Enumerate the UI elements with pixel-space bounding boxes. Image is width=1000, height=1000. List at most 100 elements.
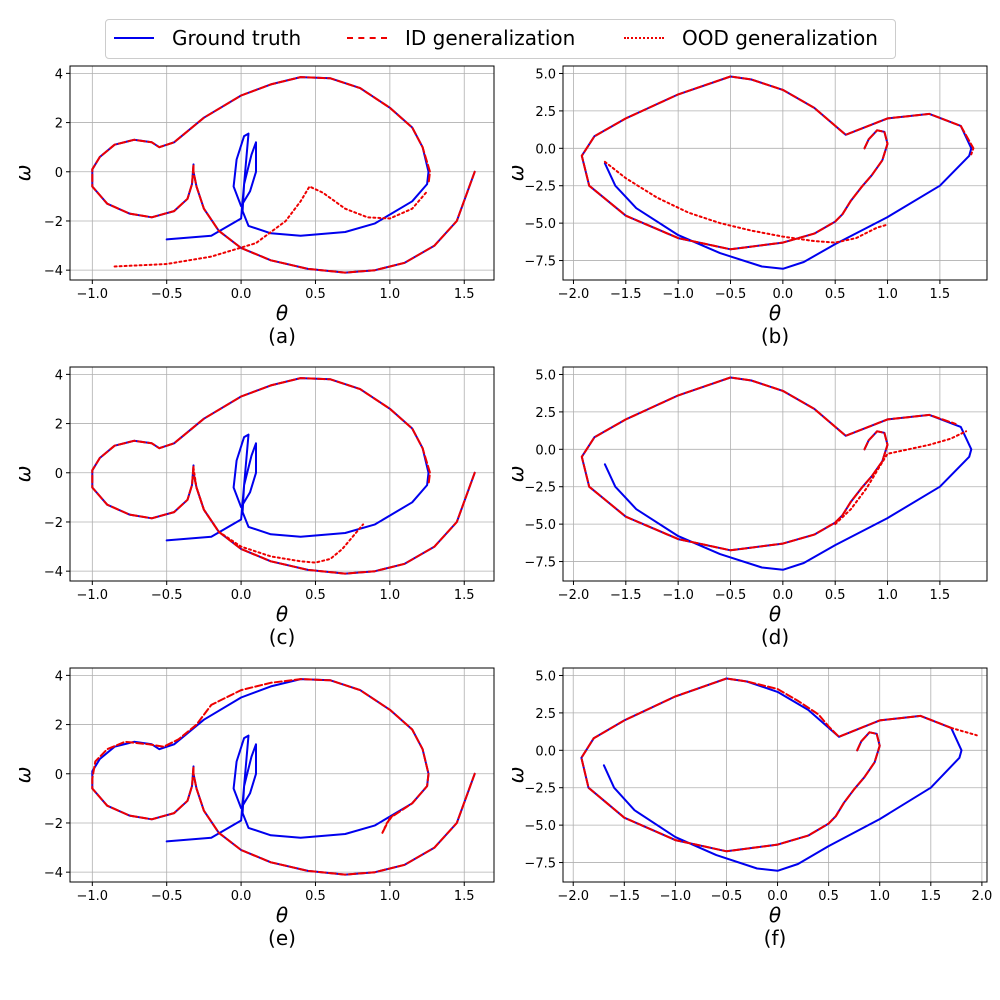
x-tick-label: −0.5 (151, 588, 183, 603)
legend-swatch-dashed (347, 37, 387, 39)
legend-swatch-dotted (624, 37, 664, 39)
x-tick-label: 1.5 (454, 287, 475, 302)
series-line-ood-generalization (834, 430, 968, 526)
y-tick-label: 0.0 (535, 744, 556, 759)
series-line-ground-truth (580, 677, 963, 872)
axes-frame (69, 667, 495, 883)
x-tick-label: −0.5 (151, 889, 183, 904)
y-tick-label: −2.5 (524, 481, 556, 496)
series-group (580, 376, 973, 571)
series-line-ground-truth (580, 75, 973, 270)
x-tick-label: −2.0 (558, 287, 590, 302)
y-tick-label: −7.5 (524, 255, 556, 270)
x-tick-label: −1.5 (609, 889, 641, 904)
series-line-ood-generalization (381, 814, 394, 834)
y-axis-label: ω (11, 466, 35, 483)
chart-panel: −1.0 −0.5 0.0 0.5 1.0 1.5 −4 −2 0 2 4 θ ω (a) (11, 65, 495, 348)
axes-frame (562, 65, 988, 281)
y-tick-label: 2.5 (535, 105, 556, 120)
y-tick-label: −5.0 (524, 518, 556, 533)
series-line-id-generalization (91, 678, 476, 876)
chart-panel: −2.0 −1.5 −1.0 −0.5 0.0 0.5 1.0 1.5 −7.5 −5.0 −2.5… (504, 366, 988, 649)
y-tick-label: −2 (44, 215, 63, 230)
y-tick-label: 0.0 (535, 142, 556, 157)
x-tick-label: −1.0 (77, 889, 109, 904)
series-group (91, 377, 476, 575)
legend-label-id-generalization: ID generalization (405, 26, 576, 50)
y-tick-label: −4 (44, 264, 63, 279)
panel-label: (f) (764, 926, 787, 950)
y-tick-label: −7.5 (524, 857, 556, 872)
legend-swatch-solid (114, 37, 154, 39)
x-tick-label: 0.0 (773, 588, 794, 603)
y-tick-label: 2.5 (535, 406, 556, 421)
y-tick-label: −5.0 (524, 217, 556, 232)
x-axis-label: θ (769, 301, 781, 325)
x-tick-label: −1.0 (77, 588, 109, 603)
y-tick-label: 0 (55, 166, 63, 181)
x-axis-label: θ (276, 602, 288, 626)
y-axis-label: ω (504, 466, 528, 483)
x-tick-label: 0.5 (818, 889, 839, 904)
series-line-id-generalization (91, 76, 476, 274)
x-tick-label: 1.0 (380, 287, 401, 302)
series-line-ood-generalization (603, 160, 889, 244)
x-tick-label: −0.5 (151, 287, 183, 302)
x-tick-label: −0.5 (715, 588, 747, 603)
x-tick-label: −1.5 (610, 287, 642, 302)
y-tick-label: 0 (55, 467, 63, 482)
series-line-ground-truth (91, 76, 476, 274)
series-line-id-generalization (580, 376, 957, 552)
x-tick-label: 0.5 (305, 889, 326, 904)
y-tick-label: 4 (55, 669, 63, 684)
series-group (91, 678, 476, 876)
x-tick-label: 0.5 (305, 287, 326, 302)
y-tick-label: 2 (55, 117, 63, 132)
y-tick-label: −7.5 (524, 556, 556, 571)
y-axis-label: ω (504, 165, 528, 182)
y-tick-label: 5.0 (535, 368, 556, 383)
y-tick-label: −2 (44, 516, 63, 531)
axes-frame (69, 366, 495, 582)
x-tick-label: 1.5 (930, 287, 951, 302)
series-group (580, 75, 975, 270)
x-tick-label: 0.0 (231, 889, 252, 904)
x-tick-label: 1.0 (380, 588, 401, 603)
x-tick-label: 0.0 (767, 889, 788, 904)
series-group (580, 677, 978, 872)
series-line-ood-generalization (950, 726, 978, 737)
x-tick-label: −1.0 (660, 889, 692, 904)
series-line-ground-truth (91, 678, 476, 876)
x-tick-label: −2.0 (557, 889, 589, 904)
y-tick-label: −2.5 (524, 782, 556, 797)
legend-label-ground-truth: Ground truth (172, 26, 302, 50)
y-tick-label: −4 (44, 565, 63, 580)
chart-panel: −2.0 −1.5 −1.0 −0.5 0.0 0.5 1.0 1.5 −7.5 −5.0 −2.5… (504, 65, 988, 348)
y-tick-label: −2 (44, 817, 63, 832)
legend: Ground truth ID generalization OOD gener… (105, 19, 896, 59)
y-axis-label: ω (504, 767, 528, 784)
x-tick-label: 1.5 (454, 889, 475, 904)
axes-frame (69, 65, 495, 281)
series-line-id-generalization (580, 75, 975, 251)
series-line-ground-truth (580, 376, 973, 571)
panel-label: (b) (761, 324, 789, 348)
x-tick-label: 0.5 (825, 588, 846, 603)
x-tick-label: 0.0 (231, 588, 252, 603)
chart-panel: −1.0 −0.5 0.0 0.5 1.0 1.5 −4 −2 0 2 4 θ ω (e) (11, 667, 495, 950)
x-tick-label: −2.0 (558, 588, 590, 603)
y-axis-label: ω (11, 767, 35, 784)
panel-label: (a) (268, 324, 296, 348)
y-axis-label: ω (11, 165, 35, 182)
axes-frame (562, 366, 988, 582)
y-tick-label: −5.0 (524, 819, 556, 834)
x-tick-label: −1.0 (662, 588, 694, 603)
series-line-id-generalization (580, 677, 953, 853)
y-tick-label: 5.0 (535, 669, 556, 684)
panel-label: (d) (761, 625, 789, 649)
x-tick-label: −0.5 (715, 287, 747, 302)
y-tick-label: 0.0 (535, 443, 556, 458)
series-line-ground-truth (91, 377, 476, 575)
x-tick-label: −1.0 (662, 287, 694, 302)
